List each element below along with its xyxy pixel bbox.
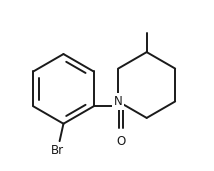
Text: Br: Br <box>51 144 64 157</box>
Text: N: N <box>114 95 123 108</box>
Text: O: O <box>116 135 125 148</box>
